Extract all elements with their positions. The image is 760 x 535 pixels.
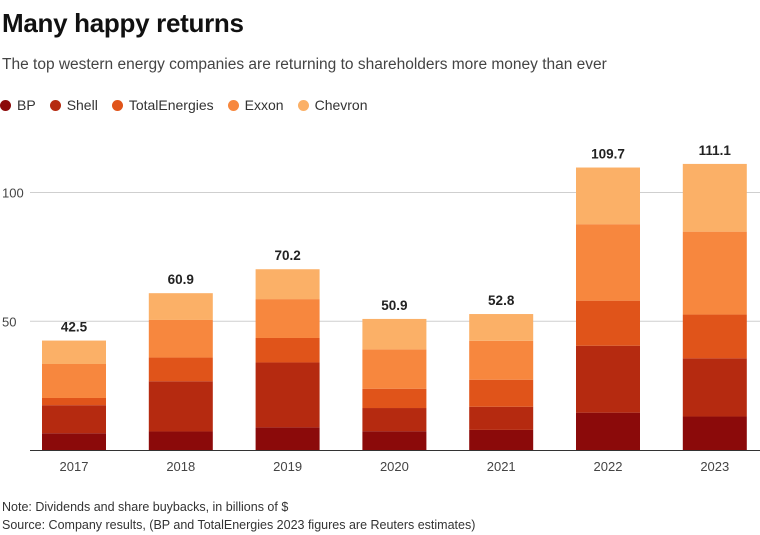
stacked-bar-chart: 50 100 42.5 60.9 70.2 50.9 52.8 109.7 111.1 201… (2, 143, 760, 474)
bar-segment-exxon-2022 (576, 224, 640, 301)
legend-label-chevron: Chevron (314, 97, 368, 113)
bar-segment-shell-2023 (682, 358, 747, 417)
bar-segment-chevron-2022 (576, 167, 640, 225)
total-label-2017: 42.5 (61, 320, 88, 335)
bar-segment-totalenergies-2023 (682, 314, 747, 359)
bar-segment-totalenergies-2021 (469, 379, 534, 407)
source-note: Source: Company results, (BP and TotalEn… (2, 518, 476, 532)
x-tick-label-2022: 2022 (594, 459, 623, 474)
bar-segment-bp-2020 (362, 431, 427, 450)
bar-segment-exxon-2018 (148, 319, 213, 358)
bar-segment-exxon-2021 (469, 340, 534, 380)
bar-segment-exxon-2020 (362, 349, 427, 389)
bar-segment-shell-2018 (148, 381, 213, 432)
footnote: Note: Dividends and share buybacks, in b… (2, 500, 289, 514)
legend-label-exxon: Exxon (244, 97, 284, 113)
bar-segment-bp-2018 (148, 431, 213, 450)
total-label-2020: 50.9 (381, 298, 407, 313)
bar-segment-totalenergies-2022 (576, 300, 640, 346)
bar-segment-exxon-2023 (682, 231, 747, 315)
chart-title: Many happy returns (2, 8, 244, 38)
total-label-2018: 60.9 (168, 272, 194, 287)
bar-segment-bp-2019 (255, 427, 320, 450)
legend-label-bp: BP (17, 97, 36, 113)
x-tick-label-2021: 2021 (487, 459, 516, 474)
bar-segment-totalenergies-2020 (362, 388, 427, 409)
legend-item-chevron: Chevron (297, 97, 368, 113)
bar-segment-bp-2017 (42, 433, 106, 450)
legend-item-shell: Shell (49, 97, 98, 113)
x-tick-label-2023: 2023 (700, 459, 729, 474)
bar-segment-shell-2021 (469, 406, 534, 430)
bar-segment-bp-2022 (576, 412, 640, 450)
bar-segment-chevron-2017 (42, 340, 106, 364)
legend-swatch-exxon (227, 99, 239, 111)
legend-item-bp: BP (0, 97, 36, 113)
bar-segment-chevron-2018 (148, 293, 213, 320)
bar-labels: 42.5 60.9 70.2 50.9 52.8 109.7 111.1 (61, 143, 732, 335)
bar-segment-exxon-2017 (42, 363, 106, 398)
legend-item-totalenergies: TotalEnergies (111, 97, 214, 113)
legend-swatch-totalenergies (111, 99, 123, 111)
bar-segment-exxon-2019 (255, 299, 320, 338)
chart-subtitle: The top western energy companies are ret… (2, 56, 607, 73)
total-label-2019: 70.2 (274, 248, 300, 263)
bar-segment-chevron-2020 (362, 318, 427, 350)
bar-segment-bp-2023 (682, 416, 747, 450)
legend-swatch-chevron (297, 99, 309, 111)
y-tick-label-50: 50 (2, 314, 16, 329)
bar-segment-chevron-2021 (469, 314, 534, 341)
bar-segment-totalenergies-2018 (148, 357, 213, 382)
legend-swatch-bp (0, 99, 11, 111)
legend-swatch-shell (49, 99, 61, 111)
x-tick-label-2020: 2020 (380, 459, 409, 474)
x-tick-label-2018: 2018 (166, 459, 195, 474)
bar-segment-shell-2022 (576, 345, 640, 413)
bar-segment-totalenergies-2017 (42, 397, 106, 406)
bar-segment-shell-2019 (255, 362, 320, 428)
total-label-2022: 109.7 (591, 147, 625, 162)
bar-segment-bp-2021 (469, 429, 534, 450)
bar-segment-chevron-2019 (255, 269, 320, 300)
total-label-2021: 52.8 (488, 293, 515, 308)
legend-item-exxon: Exxon (227, 97, 284, 113)
bars (42, 163, 747, 450)
x-tick-label-2019: 2019 (273, 459, 302, 474)
bar-segment-shell-2017 (42, 405, 106, 434)
legend: BP Shell TotalEnergies Exxon Chevron (0, 97, 368, 113)
legend-label-shell: Shell (66, 97, 98, 113)
y-tick-label-100: 100 (2, 186, 24, 201)
legend-label-totalenergies: TotalEnergies (128, 97, 214, 113)
total-label-2023: 111.1 (699, 143, 732, 158)
x-axis: 2017 2018 2019 2020 2021 2022 2023 (30, 450, 760, 474)
x-tick-label-2017: 2017 (60, 459, 89, 474)
bar-segment-totalenergies-2019 (255, 337, 320, 363)
bar-segment-chevron-2023 (682, 163, 747, 232)
bar-segment-shell-2020 (362, 408, 427, 432)
